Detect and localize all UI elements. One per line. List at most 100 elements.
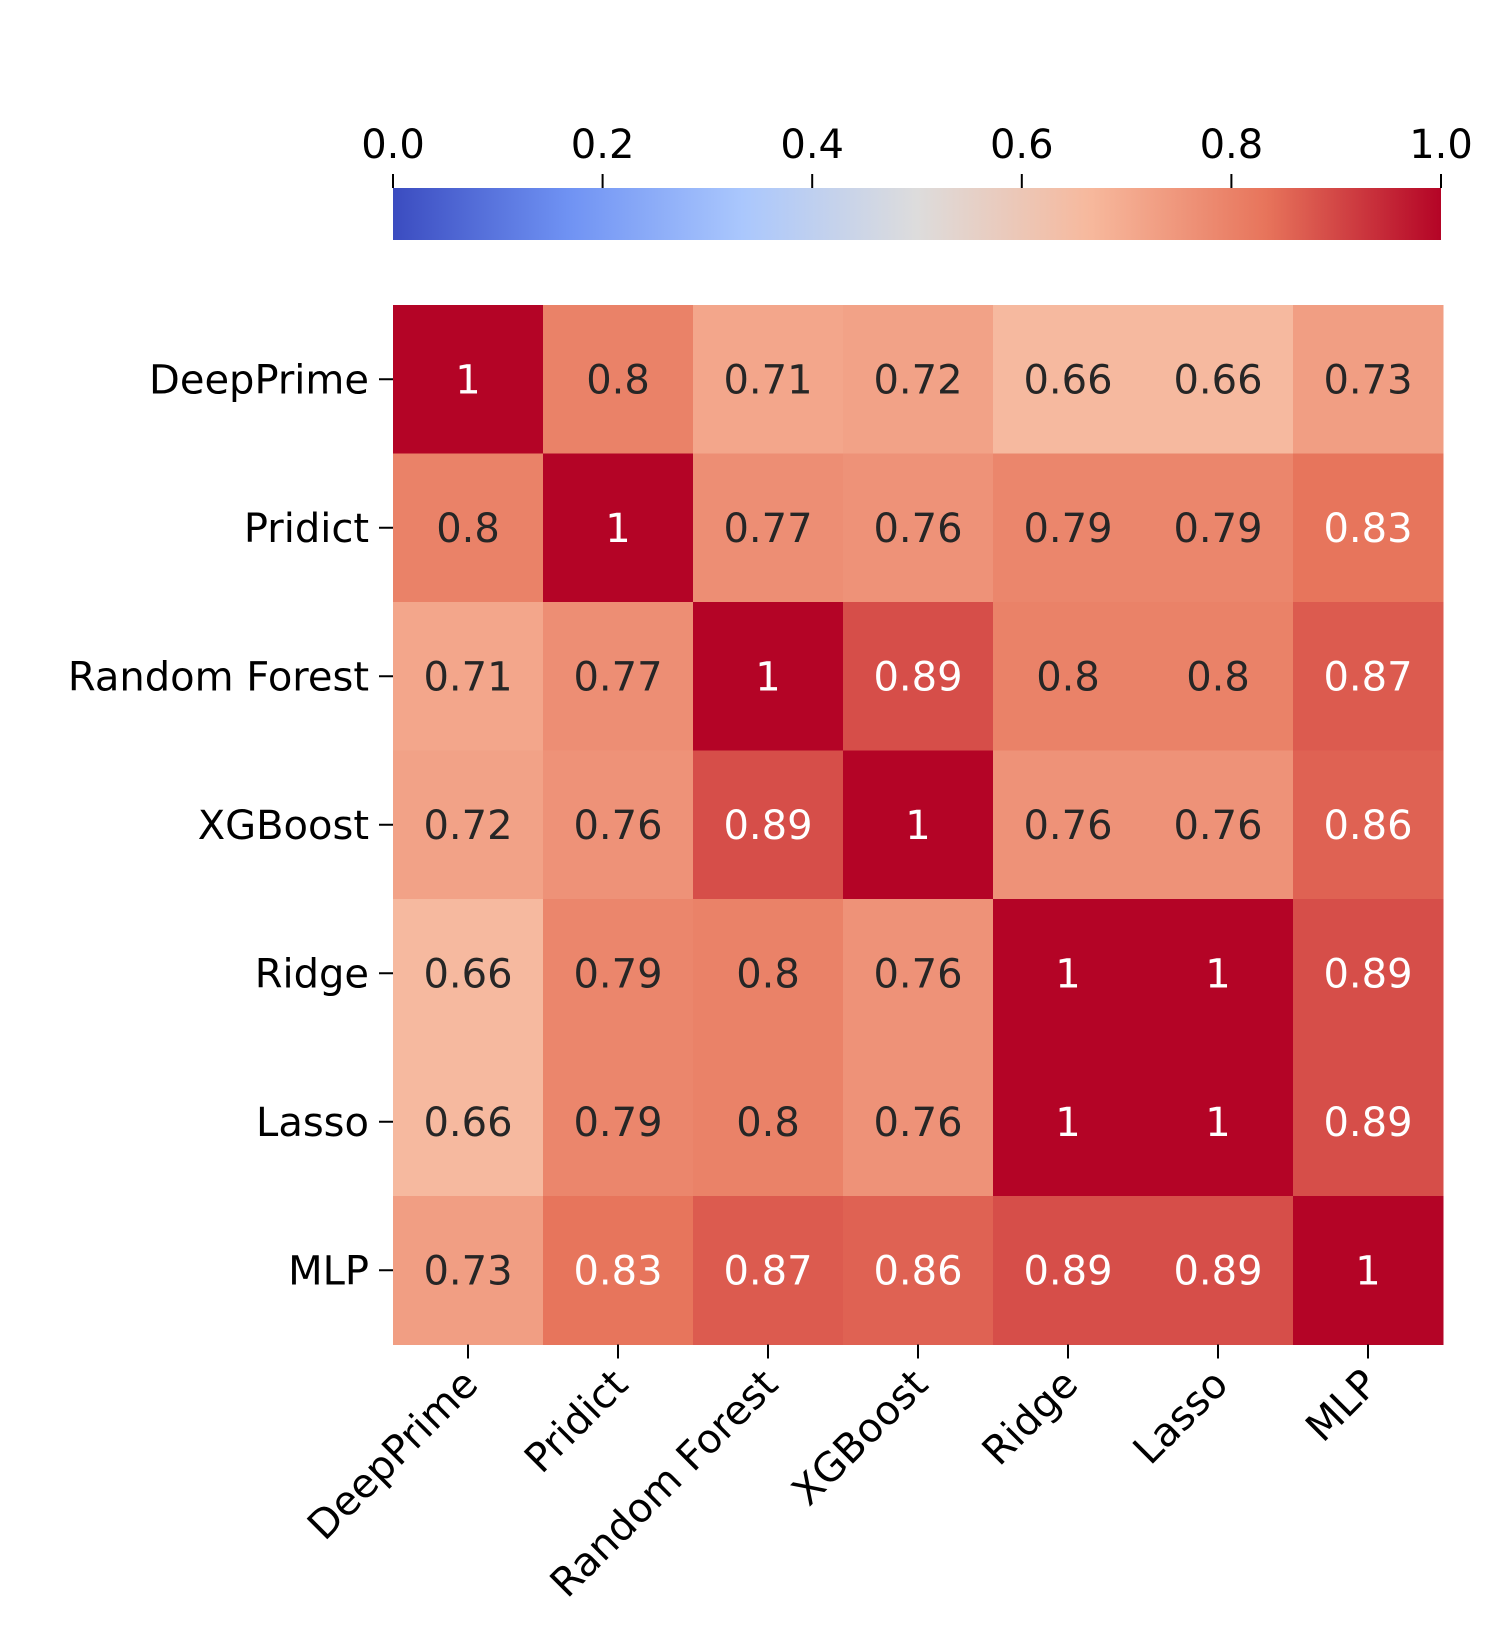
cell-value-label: 0.66 xyxy=(423,1100,512,1146)
cell-value-label: 0.8 xyxy=(436,506,500,552)
cell-value-label: 1 xyxy=(755,654,780,700)
heatmap-cell xyxy=(843,602,994,751)
cell-value-label: 1 xyxy=(1205,951,1230,997)
row-label: DeepPrime xyxy=(149,357,369,403)
cell-value-label: 0.8 xyxy=(586,357,650,403)
heatmap-cell xyxy=(993,1047,1144,1197)
cell-value-label: 0.87 xyxy=(1323,654,1412,700)
heatmap-cell xyxy=(393,1196,544,1345)
heatmap-cell xyxy=(1293,602,1444,751)
cell-value-label: 0.86 xyxy=(873,1248,962,1294)
colorbar-tick-label: 1.0 xyxy=(1409,122,1473,168)
heatmap-cell xyxy=(1143,750,1294,900)
cell-value-label: 0.79 xyxy=(1023,506,1112,552)
cell-value-label: 0.8 xyxy=(1036,654,1100,700)
cell-value-label: 1 xyxy=(1055,1100,1080,1146)
heatmap-cell xyxy=(543,602,694,751)
heatmap-cell xyxy=(393,899,544,1048)
cell-value-label: 0.66 xyxy=(1173,357,1262,403)
row-label: MLP xyxy=(288,1248,369,1294)
colorbar-tick-label: 0.4 xyxy=(780,122,844,168)
cell-value-label: 0.76 xyxy=(873,1100,962,1146)
cell-value-label: 0.89 xyxy=(723,803,812,849)
heatmap-cell xyxy=(393,453,544,603)
cell-value-label: 0.79 xyxy=(573,951,662,997)
cell-value-label: 0.89 xyxy=(1323,951,1412,997)
cell-value-label: 0.72 xyxy=(423,803,512,849)
cell-value-label: 0.73 xyxy=(423,1248,512,1294)
row-label: Ridge xyxy=(255,951,369,997)
cell-value-label: 0.89 xyxy=(1173,1248,1262,1294)
cell-value-label: 0.79 xyxy=(573,1100,662,1146)
column-label: Ridge xyxy=(974,1361,1087,1474)
colorbar-tick-label: 0.8 xyxy=(1200,122,1264,168)
heatmap-cell xyxy=(1293,305,1444,454)
heatmap-cell xyxy=(843,899,994,1048)
cell-value-label: 0.71 xyxy=(423,654,512,700)
row-label: XGBoost xyxy=(198,803,369,849)
cell-value-label: 1 xyxy=(905,803,930,849)
heatmap-cell xyxy=(993,305,1144,454)
row-label: Lasso xyxy=(256,1100,369,1146)
colorbar-tick-label: 0.6 xyxy=(990,122,1054,168)
heatmap-cell xyxy=(993,750,1144,900)
heatmap-cell xyxy=(843,1196,994,1345)
heatmap-cell xyxy=(543,1196,694,1345)
heatmap-cell xyxy=(1143,602,1294,751)
heatmap-cell xyxy=(843,453,994,603)
cell-value-label: 0.71 xyxy=(723,357,812,403)
cell-value-label: 0.77 xyxy=(573,654,662,700)
cell-value-label: 0.76 xyxy=(1173,803,1262,849)
heatmap-cell xyxy=(1143,899,1294,1048)
heatmap-cell xyxy=(543,899,694,1048)
heatmap-cell xyxy=(1293,1047,1444,1197)
cell-value-label: 0.83 xyxy=(573,1248,662,1294)
heatmap-cell xyxy=(543,453,694,603)
cell-value-label: 0.76 xyxy=(1023,803,1112,849)
cell-value-label: 0.89 xyxy=(1023,1248,1112,1294)
cell-value-label: 0.73 xyxy=(1323,357,1412,403)
column-label: DeepPrime xyxy=(299,1361,487,1549)
heatmap-cell xyxy=(1293,899,1444,1048)
heatmap-cell xyxy=(693,602,844,751)
row-label: Pridict xyxy=(244,506,369,552)
heatmap-cell xyxy=(993,602,1144,751)
heatmap-cell xyxy=(693,1047,844,1197)
cell-value-label: 1 xyxy=(1205,1100,1230,1146)
heatmap-cell xyxy=(993,899,1144,1048)
cell-value-label: 0.8 xyxy=(736,951,800,997)
heatmap-cell xyxy=(393,1047,544,1197)
cell-value-label: 0.66 xyxy=(1023,357,1112,403)
cell-value-label: 0.8 xyxy=(736,1100,800,1146)
heatmap-cell xyxy=(393,305,544,454)
colorbar-tick-label: 0.0 xyxy=(361,122,425,168)
cell-value-label: 0.79 xyxy=(1173,506,1262,552)
colorbar: 0.0 0.2 0.4 0.6 0.8 1.0 xyxy=(361,122,1473,240)
heatmap-cell xyxy=(1143,305,1294,454)
heatmap-cell xyxy=(693,750,844,900)
heatmap-cell xyxy=(693,899,844,1048)
heatmap-cells: 1 0.8 0.71 0.72 0.66 0.66 0.73 0.8 1 0.77 0.76 0.79… xyxy=(393,305,1444,1345)
cell-value-label: 0.89 xyxy=(873,654,962,700)
heatmap-cell xyxy=(993,453,1144,603)
heatmap-cell xyxy=(1143,1196,1294,1345)
heatmap-cell xyxy=(693,305,844,454)
heatmap-cell xyxy=(1143,453,1294,603)
cell-value-label: 0.76 xyxy=(873,951,962,997)
heatmap-cell xyxy=(693,1196,844,1345)
heatmap-cell xyxy=(393,750,544,900)
heatmap-cell xyxy=(1293,1196,1444,1345)
colorbar-gradient xyxy=(393,188,1441,240)
heatmap-cell xyxy=(843,750,994,900)
column-label: XGBoost xyxy=(783,1361,937,1515)
heatmap-cell xyxy=(993,1196,1144,1345)
cell-value-label: 0.87 xyxy=(723,1248,812,1294)
column-label: MLP xyxy=(1297,1361,1387,1451)
cell-value-label: 0.76 xyxy=(873,506,962,552)
heatmap-cell xyxy=(1293,453,1444,603)
heatmap-cell xyxy=(693,453,844,603)
cell-value-label: 0.8 xyxy=(1186,654,1250,700)
